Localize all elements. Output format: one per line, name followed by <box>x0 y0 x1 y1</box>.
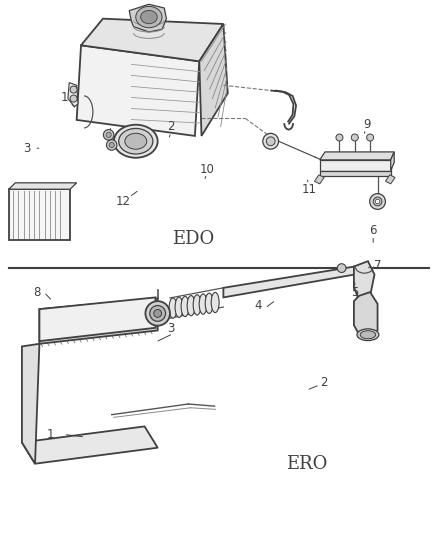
Ellipse shape <box>181 296 189 317</box>
Text: 9: 9 <box>363 118 371 131</box>
Text: ERO: ERO <box>286 455 327 473</box>
Polygon shape <box>320 152 394 160</box>
Polygon shape <box>77 45 199 136</box>
Polygon shape <box>9 183 77 189</box>
Circle shape <box>109 142 114 148</box>
Ellipse shape <box>193 295 201 315</box>
Text: 5: 5 <box>351 286 358 298</box>
Circle shape <box>370 193 385 209</box>
Text: 3: 3 <box>24 142 31 155</box>
Circle shape <box>375 199 380 204</box>
Ellipse shape <box>136 6 162 28</box>
Polygon shape <box>385 175 395 184</box>
Text: 4: 4 <box>254 300 262 312</box>
Text: 12: 12 <box>116 195 131 208</box>
Ellipse shape <box>114 125 158 158</box>
Text: 1: 1 <box>46 428 54 441</box>
Text: 7: 7 <box>374 259 381 272</box>
Polygon shape <box>391 152 394 171</box>
Text: 3: 3 <box>167 322 174 335</box>
Polygon shape <box>314 175 324 184</box>
Ellipse shape <box>169 298 177 318</box>
Circle shape <box>373 197 382 206</box>
Circle shape <box>336 134 343 141</box>
Polygon shape <box>68 83 78 107</box>
Text: 2: 2 <box>167 120 175 133</box>
Ellipse shape <box>211 292 219 312</box>
Circle shape <box>263 133 279 149</box>
Circle shape <box>70 86 77 93</box>
Text: 11: 11 <box>301 183 316 196</box>
Text: EDO: EDO <box>172 230 214 248</box>
Circle shape <box>337 264 346 272</box>
Ellipse shape <box>125 133 147 149</box>
Circle shape <box>367 134 374 141</box>
Ellipse shape <box>199 294 207 314</box>
Ellipse shape <box>205 293 213 313</box>
Circle shape <box>106 140 117 150</box>
Ellipse shape <box>187 295 195 316</box>
Polygon shape <box>320 160 391 171</box>
Circle shape <box>266 137 275 146</box>
Circle shape <box>103 130 114 140</box>
Ellipse shape <box>175 297 183 317</box>
Polygon shape <box>129 4 166 32</box>
Ellipse shape <box>141 11 157 24</box>
Ellipse shape <box>360 330 375 339</box>
Polygon shape <box>39 297 155 341</box>
Circle shape <box>70 95 77 102</box>
Text: 8: 8 <box>34 286 41 298</box>
Circle shape <box>351 134 358 141</box>
Polygon shape <box>22 426 158 464</box>
Text: 2: 2 <box>320 376 328 389</box>
Circle shape <box>106 132 111 138</box>
Text: 1: 1 <box>61 91 69 104</box>
Polygon shape <box>199 24 228 136</box>
Text: 6: 6 <box>369 224 377 237</box>
Polygon shape <box>223 266 355 297</box>
Polygon shape <box>354 261 374 301</box>
Text: 10: 10 <box>199 163 214 176</box>
Polygon shape <box>81 19 223 61</box>
Polygon shape <box>22 344 39 464</box>
Circle shape <box>145 301 170 326</box>
Ellipse shape <box>357 329 379 341</box>
Polygon shape <box>320 171 391 176</box>
Polygon shape <box>39 298 158 344</box>
Polygon shape <box>354 292 378 337</box>
Circle shape <box>154 310 162 317</box>
Bar <box>9 189 70 240</box>
Ellipse shape <box>119 128 153 154</box>
Circle shape <box>150 305 166 321</box>
